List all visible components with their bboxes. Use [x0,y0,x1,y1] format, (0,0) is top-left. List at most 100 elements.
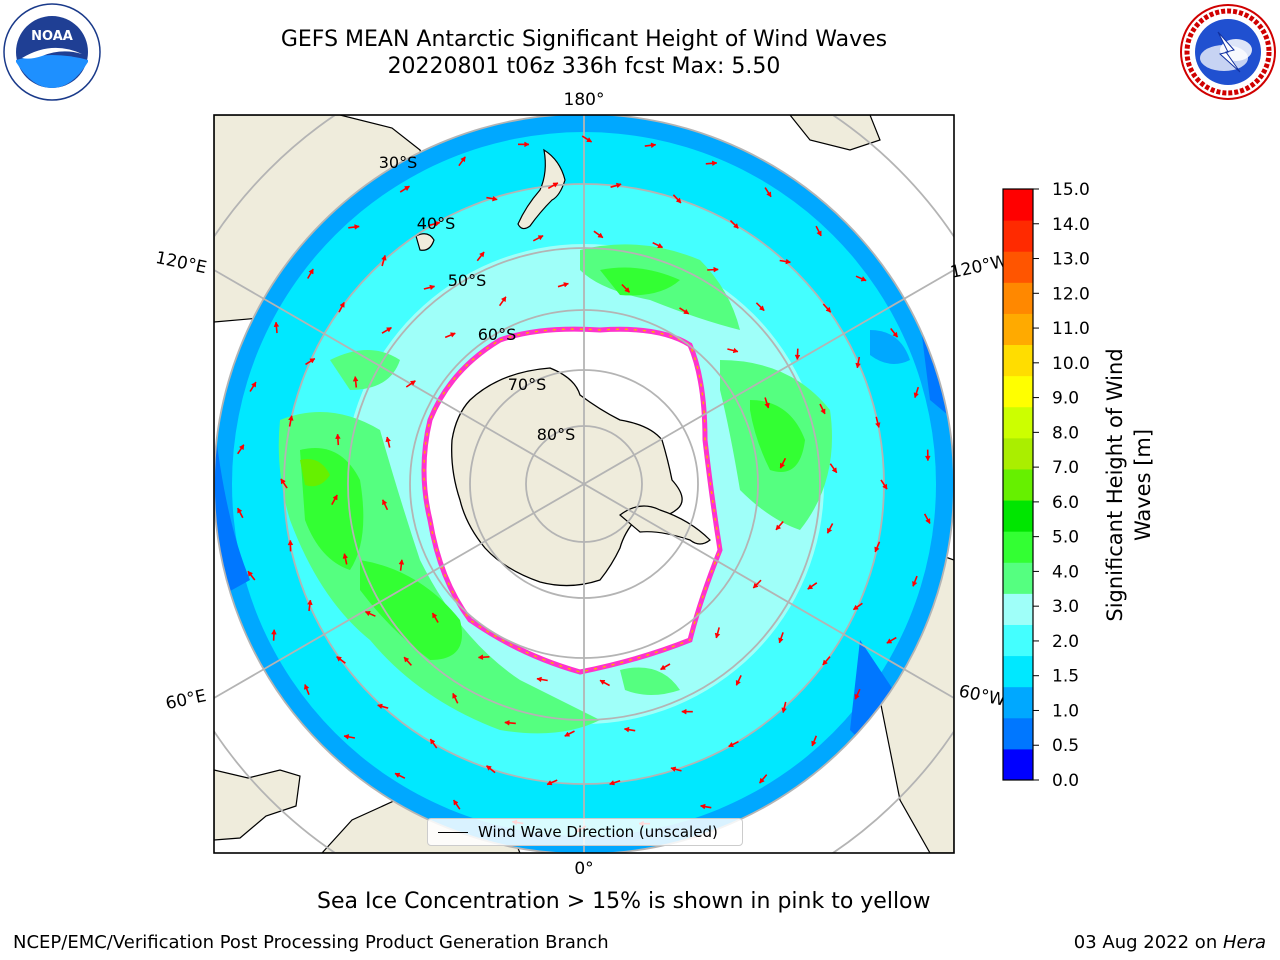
colorbar-tick-label: 10.0 [1052,354,1090,374]
wave-direction-arrowhead [675,197,682,204]
noaa-logo-text: NOAA [31,29,73,44]
wave-direction-arrowhead [504,720,510,726]
colorbar-frame [1002,188,1034,781]
wave-direction-arrowhead [450,332,456,338]
lon-label-60e: 60°E [164,686,208,714]
wave-direction-arrowhead [386,327,392,333]
wave-direction-arrowhead [377,703,383,710]
wave-direction-arrowhead [336,656,342,662]
wave-direction-arrowhead [552,182,559,188]
noaa-logo: NOAA [3,3,101,101]
wave-direction-arrowhead [332,494,338,501]
wave-direction-arrowhead [775,524,782,531]
lat-label-70s: 70°S [508,375,547,394]
wave-direction-arrowhead [309,358,316,364]
wave-direction-arrowhead [597,232,604,238]
lon-label-120e: 120°E [154,248,209,278]
wave-direction-arrowhead [492,195,498,202]
colorbar-segment [1003,468,1033,501]
colorbar-segment [1003,189,1033,221]
colorbar-segment [1003,562,1033,594]
legend-box: Wind Wave Direction (unscaled) [427,818,743,846]
nws-logo [1180,4,1276,100]
wave-direction-arrowhead [404,185,410,192]
wave-direction-arrowhead [852,604,859,610]
colorbar-segment [1003,500,1033,532]
lon-label-180: 180° [564,90,605,110]
colorbar-tick-label: 13.0 [1052,250,1090,270]
footer-branch: NCEP/EMC/Verification Post Processing Pr… [13,932,609,953]
wave-direction-arrowhead [831,467,838,474]
wave-direction-arrowhead [780,462,786,469]
colorbar-segment [1003,531,1033,563]
graticule [214,115,954,853]
colorbar-segment [1003,282,1033,314]
wave-direction-arrowhead [403,656,410,663]
wave-direction-arrowhead [237,507,243,514]
wave-direction-arrowhead [759,777,765,784]
lat-label-80s: 80°S [537,425,576,444]
wave-direction-arrowhead [335,433,341,439]
colorbar-tick-label: 0.5 [1052,736,1079,756]
wave-direction-arrowhead [822,659,828,666]
colorbar-tick-label: 5.0 [1052,528,1079,548]
wave-direction-arrowhead [683,308,690,315]
wave-direction-arrowhead [624,287,630,293]
wave-direction-arrowhead [486,765,492,771]
wave-direction-arrowhead [794,354,801,361]
legend-label: Wind Wave Direction (unscaled) [478,823,718,841]
lon-label-60w: 60°W [957,681,1007,710]
wave-direction-arrowhead [816,230,822,237]
wave-direction-arrowhead [432,612,438,619]
wave-direction-arrowhead [855,362,861,369]
new-zealand-land [517,148,566,230]
colorbar-segment [1003,437,1033,470]
wave-direction-arrowhead [563,282,570,288]
wave-direction-arrowhead [699,803,706,810]
colorbar-ticks: 0.0 0.5 1.0 1.5 2.0 3.0 4.0 5.0 6.0 7.0 8.0 9.0 10.0… [1033,180,1090,791]
wave-direction-arrowhead [382,499,388,506]
wave-direction-arrowhead [247,570,254,577]
south-pacific-land [789,115,881,151]
colorbar-segment [1003,686,1033,719]
wave-direction-arrowhead [781,707,787,714]
wave-direction-arrowhead [882,483,888,490]
wave-direction-arrowhead [811,740,817,747]
wave-direction-arrowhead [732,347,739,354]
lat-label-30s: 30°S [379,153,418,172]
colorbar-tick-label: 4.0 [1052,562,1079,582]
wave-direction-arrowhead [546,780,553,786]
wave-direction-arrowhead [460,156,466,163]
wave-direction-arrowhead [352,376,359,382]
wave-direction-arrowhead [713,266,719,273]
wave-direction-arrowhead [825,306,832,313]
wave-direction-arrowhead [354,224,360,230]
sea-ice-note: Sea Ice Concentration > 15% is shown in … [317,889,931,914]
wave-direction-arrowhead [764,402,770,409]
madagascar-land [214,769,301,841]
wave-direction-arrowhead [287,539,294,546]
wave-direction-arrowhead [650,142,657,149]
wave-direction-arrowhead [536,676,542,683]
wave-direction-arrowhead [714,632,721,639]
colorbar-segment [1003,624,1033,657]
wave-direction-arrowhead [854,693,860,700]
wave-direction-arrowhead [807,584,814,590]
colorbar-tick-label: 1.0 [1052,701,1079,721]
footer-host: Hera [1222,932,1266,953]
wave-direction-arrowhead [892,331,898,338]
colorbar-tick-label: 14.0 [1052,215,1090,235]
wave-direction-arrowhead [860,276,867,282]
wave-direction-arrowhead [385,436,391,443]
colorbar-tick-label: 12.0 [1052,284,1090,304]
colorbar-segment [1003,748,1033,781]
wave-direction-arrowhead [609,780,615,786]
wave-direction-arrowhead [251,381,257,388]
wave-direction-arrowhead [238,444,245,451]
lon-label-0: 0° [574,859,593,879]
wave-direction-arrowhead [364,611,371,617]
wave-direction-arrowhead [479,251,485,258]
wave-direction-arrowhead [711,160,718,167]
tasmania-land [415,233,435,251]
